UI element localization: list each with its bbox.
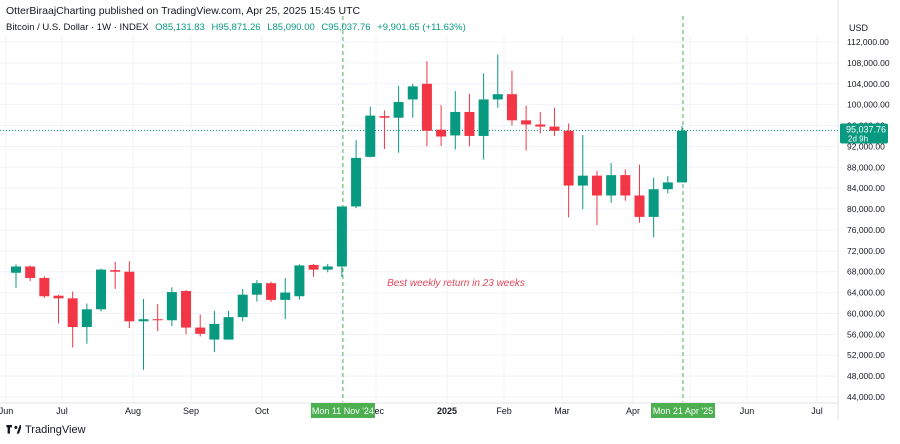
change-value: +9,901.65 (+11.63%) [377,22,466,33]
y-tick-label: 48,000.00 [847,371,885,381]
candle-up [478,99,489,136]
candle-up [294,265,305,297]
y-tick-label: 64,000.00 [847,288,885,298]
candle-up [251,283,262,295]
candle-down [110,270,121,272]
symbol-legend: Bitcoin / U.S. Dollar · 1W · INDEX O85,1… [6,22,466,33]
x-tick-label: Jul [56,406,68,416]
y-tick-label: 56,000.00 [847,329,885,339]
candle-down [152,319,163,321]
y-tick-label: 104,000.00 [847,79,890,89]
candle-up [450,111,461,136]
candle-up [280,292,291,300]
candle-down [25,266,36,278]
candle-up [336,206,347,267]
candle-up [223,317,234,340]
close-value: C95,037.76 [321,22,371,33]
x-tick-label: 2025 [437,406,457,416]
candle-up [237,294,248,318]
candle-up [96,269,107,310]
x-tick-label: Dec [368,406,385,416]
candle-down [39,277,50,297]
y-tick-label: 76,000.00 [847,225,885,235]
x-tick-label: Jul [811,406,823,416]
candle-down [67,298,78,328]
candle-down [421,83,432,131]
candle-down [379,116,390,118]
candle-down [195,327,206,334]
candle-up [606,175,617,196]
candle-down [634,195,645,217]
tradingview-logo-icon [6,424,21,434]
candle-down [591,175,602,196]
candle-down [464,111,475,136]
candle-up [209,323,220,340]
y-tick-label: 100,000.00 [847,100,890,110]
candle-down [563,130,574,186]
x-tick-label: Mar [554,406,570,416]
x-tick-label: Apr [626,406,640,416]
candle-up [662,182,673,190]
candle-down [521,120,532,125]
y-tick-label: 108,000.00 [847,58,890,68]
chart-annotation: Best weekly return in 23 weeks [387,278,525,289]
marker-date-badge [650,403,715,418]
x-tick-label: Aug [125,406,141,416]
y-tick-label: 60,000.00 [847,308,885,318]
candle-down [506,94,517,121]
candle-down [124,271,135,322]
current-price-badge [840,123,888,144]
x-tick-label: Jun [0,406,13,416]
candle-down [620,175,631,196]
y-tick-label: 68,000.00 [847,267,885,277]
candle-down [53,295,64,299]
candle-up [365,115,376,157]
y-tick-label: 112,000.00 [847,37,889,47]
candle-up [11,266,21,273]
candle-down [308,264,319,270]
y-tick-label: 84,000.00 [847,183,885,193]
open-value: O85,131.83 [155,22,205,33]
candle-up [492,94,503,100]
marker-date-badge [310,403,375,418]
candle-up [351,157,362,207]
high-value: H95,871.26 [211,22,261,33]
symbol-name: Bitcoin / U.S. Dollar · 1W · INDEX [6,22,149,33]
y-tick-label: 52,000.00 [847,350,885,360]
candle-up [577,175,588,186]
candle-up [676,130,687,183]
x-tick-label: Feb [496,406,512,416]
x-tick-label: Jun [740,406,755,416]
candle-down [436,129,447,137]
y-tick-label: 44,000.00 [847,392,885,402]
candle-up [648,189,659,217]
y-tick-label: 92,000.00 [847,141,885,151]
candle-up [138,319,149,322]
current-price-label: 95,037.76 [846,125,886,135]
low-value: L85,090.00 [267,22,315,33]
tradingview-brand-label: TradingView [25,424,86,436]
currency-label: USD [849,23,869,33]
marker-date-label: Mon 11 Nov '24 [312,406,374,416]
marker-date-label: Mon 21 Apr '25 [653,406,713,416]
bar-countdown: 2d 9h [848,135,868,144]
candle-up [166,292,177,321]
candle-up [322,266,333,270]
y-tick-label: 88,000.00 [847,162,885,172]
candle-down [549,126,560,131]
y-tick-label: 72,000.00 [847,246,885,256]
candle-down [266,283,277,300]
tradingview-branding[interactable]: TradingView [6,424,86,436]
y-tick-label: 80,000.00 [847,204,885,214]
candle-up [81,309,92,328]
candle-up [407,86,418,100]
candle-down [181,291,192,328]
x-tick-label: Oct [255,406,270,416]
candle-up [393,102,404,118]
x-tick-label: Sep [183,406,199,416]
candle-down [535,124,546,127]
publish-header: OtterBiraajCharting published on Trading… [6,5,361,17]
